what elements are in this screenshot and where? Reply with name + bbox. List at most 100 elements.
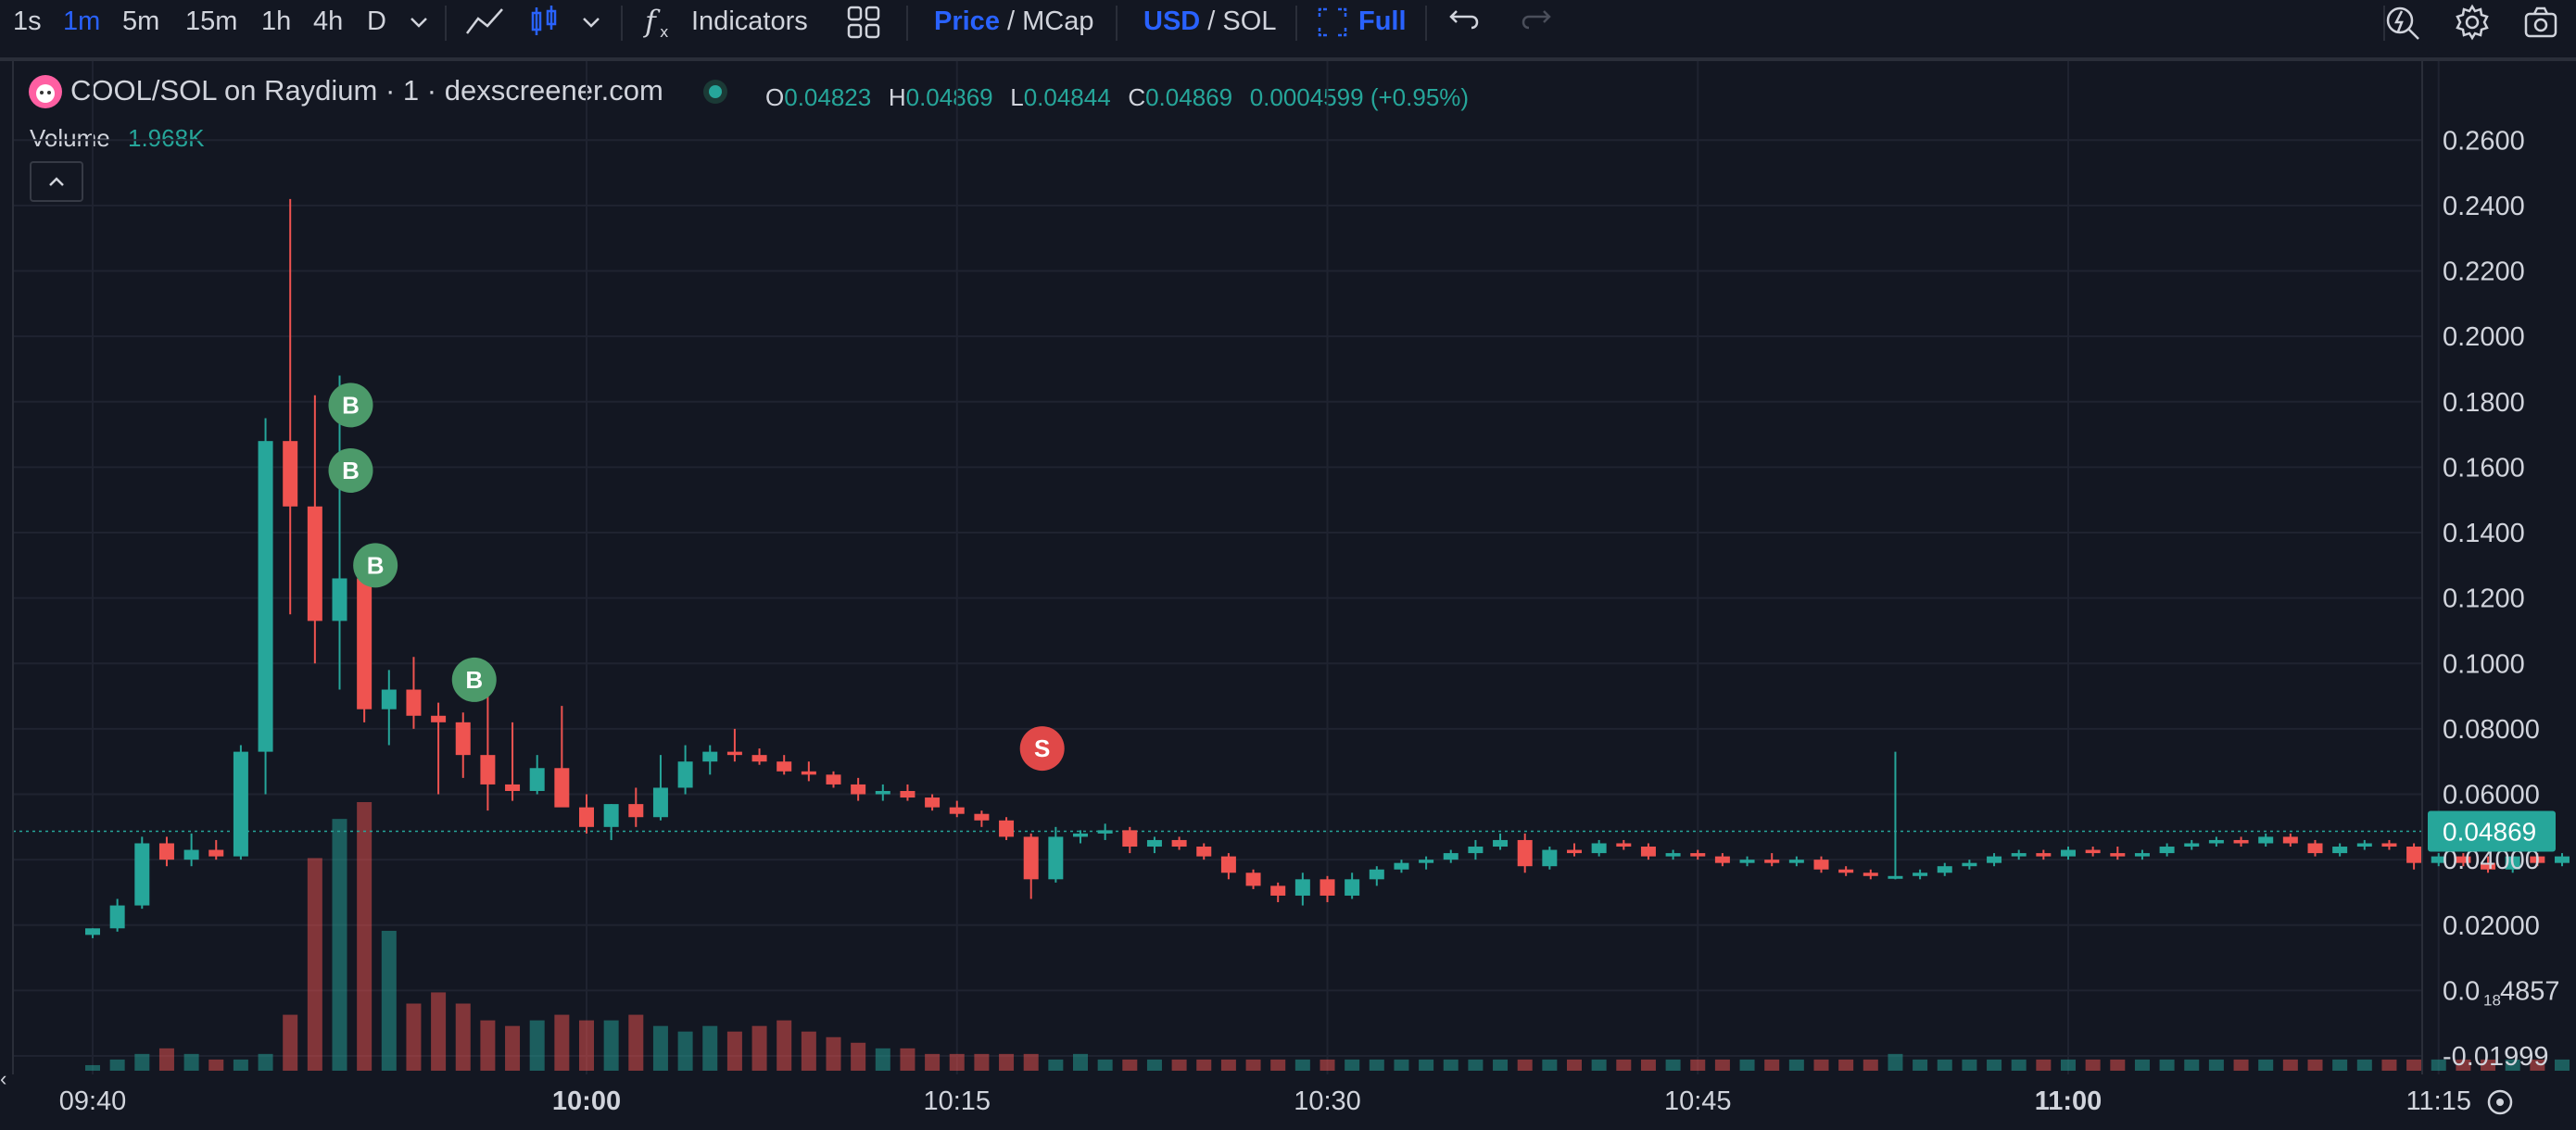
price-chart[interactable]: B B B B S 0.2600 0.2400 0.2200 0.2000 0.1800 0.16… [0,61,2576,1130]
timeframe-1s[interactable]: 1s [13,6,42,36]
volume-bar [603,1020,619,1071]
candles-icon[interactable] [526,4,563,41]
candle-body [332,578,347,622]
close-value: 0.04869 [1145,83,1233,111]
volume-bar [1097,1059,1113,1071]
candle-body [183,849,199,860]
candle-body [1419,860,1434,863]
layout-grid-icon[interactable] [845,4,882,41]
candle-body [925,797,941,808]
candle-body [431,715,447,722]
buy-marker[interactable] [328,447,373,493]
candle-body [2208,839,2224,844]
candle-body [1987,856,2002,863]
candle-body [1369,869,1384,880]
buy-marker[interactable] [353,543,398,588]
timeframe-4h[interactable]: 4h [313,6,344,36]
volume-bar [258,1053,273,1071]
time-axis[interactable]: 09:4010:0010:1510:3010:4511:0011:1511:30… [59,1086,2576,1116]
buy-marker[interactable] [328,383,373,428]
y-tick-label: 0.0 18 4857 [2443,976,2560,1009]
currency-toggle[interactable]: USD / SOL [1143,0,1276,43]
volume-bar [1838,1059,1854,1071]
chevron-up-icon [49,177,64,186]
scroll-left-arrow[interactable]: ‹ [0,1067,6,1090]
candle-body [2431,856,2446,863]
volume-bar [554,1014,570,1071]
line-chart-icon[interactable] [463,4,506,41]
volume-bar [2505,1059,2520,1071]
candle-body [1863,873,1878,876]
price-axis[interactable]: 0.2600 0.2400 0.2200 0.2000 0.1800 0.1600 0.14… [2443,126,2549,1072]
full-button[interactable]: Full [1358,6,1407,36]
price-mcap-toggle[interactable]: Price / MCap [934,0,1094,43]
sol-option[interactable]: SOL [1222,6,1277,36]
sell-marker[interactable] [1019,726,1065,772]
volume-bar [1517,1059,1533,1071]
alert-icon[interactable] [2383,4,2420,41]
volume-bar [134,1053,150,1071]
timeframe-15m[interactable]: 15m [185,6,238,36]
usd-option[interactable]: USD [1143,6,1201,36]
price-tag-background [2428,810,2556,852]
candle-body [1813,860,1829,870]
mcap-option[interactable]: MCap [1022,6,1094,36]
y-tick-label: 0.1200 [2443,584,2525,614]
chevron-down-icon[interactable] [400,4,437,41]
candle-body [2555,856,2570,863]
candle-body [158,843,174,860]
timeframe-1m[interactable]: 1m [63,6,101,36]
volume-bar [1665,1059,1681,1071]
candle-body [2036,853,2052,857]
candle-body [1517,839,1533,867]
candle-body [381,689,397,709]
volume-bar [628,1014,644,1071]
toolbar-divider [1295,6,1297,41]
candle-body [2381,843,2397,848]
volume-bar [2431,1059,2446,1071]
timeframe-1h[interactable]: 1h [261,6,292,36]
volume-bar [1764,1059,1780,1071]
chart-settings-icon[interactable] [2487,1089,2513,1115]
volume-bar [900,1048,915,1071]
volume-bar [1023,1053,1039,1071]
candle-body [1616,843,1632,848]
trade-marker-label: B [367,551,385,579]
current-price-tag: 0.04869 [2428,810,2556,852]
buy-marker[interactable] [451,657,497,702]
candle-body [652,787,668,818]
volume-bar [455,1003,471,1071]
indicators-button[interactable]: Indicators [691,6,808,36]
volume-bar [2282,1059,2298,1071]
camera-icon[interactable] [2522,4,2559,41]
undo-icon[interactable] [1447,4,1484,41]
chevron-down-icon[interactable] [573,4,610,41]
candle-body [2530,856,2545,863]
volume-bar [109,1059,125,1071]
volume-bar [381,930,397,1071]
collapse-legend-button[interactable] [30,161,83,202]
candle-body [1591,843,1607,854]
volume-bar [208,1059,224,1071]
candle-body [554,768,570,808]
price-option[interactable]: Price [934,6,1000,36]
svg-text:f: f [643,4,661,39]
high-value: 0.04869 [905,83,993,111]
volume-bar [751,1025,767,1071]
timeframe-D[interactable]: D [367,6,386,36]
y-tick-label: -0.01999 [2443,1042,2549,1072]
timeframe-5m[interactable]: 5m [122,6,160,36]
volume-bar [2332,1059,2348,1071]
volume-bar [2555,1059,2570,1071]
x-tick-label: 09:40 [59,1086,127,1116]
gear-icon[interactable] [2454,4,2491,41]
volume-bar [1863,1059,1878,1071]
redo-icon[interactable] [1516,4,1553,41]
volume-bar [2036,1059,2052,1071]
expand-icon[interactable] [1314,4,1351,41]
candle-body [1665,853,1681,857]
low-value: 0.04844 [1023,83,1111,111]
volume-bar [1813,1059,1829,1071]
volume-bar [801,1031,816,1071]
